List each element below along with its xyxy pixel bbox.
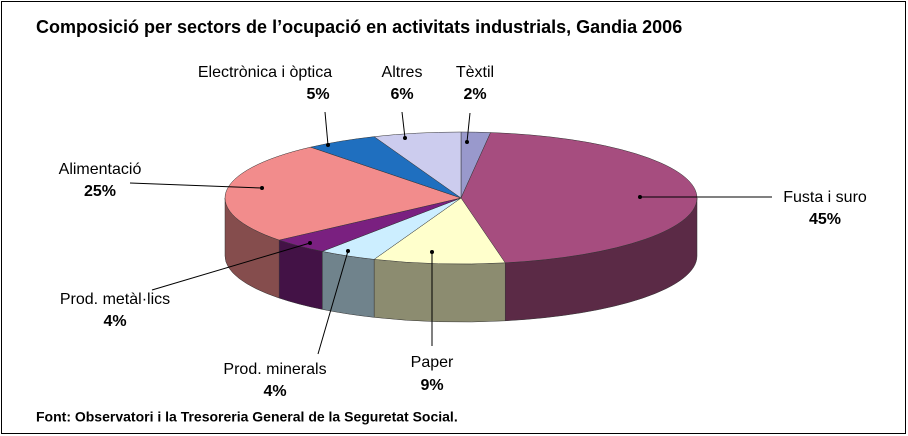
slice-value-label: 6% bbox=[390, 86, 413, 103]
slice-label: Alimentació bbox=[59, 161, 142, 178]
leader-dot bbox=[260, 186, 264, 190]
slice-label: Altres bbox=[382, 64, 423, 81]
slice-label: Tèxtil bbox=[456, 64, 494, 81]
slice-side bbox=[322, 251, 375, 318]
slice-label: Fusta i suro bbox=[783, 189, 867, 206]
slice bbox=[224, 146, 462, 241]
slice-value-label: 25% bbox=[84, 183, 116, 200]
slice-value-label: 4% bbox=[103, 313, 126, 330]
chart-title: Composició per sectors de l’ocupació en … bbox=[36, 17, 682, 37]
slice-value-label: 9% bbox=[420, 377, 443, 394]
leader-line bbox=[401, 111, 406, 139]
leader-dot bbox=[308, 241, 312, 245]
leader-line bbox=[466, 112, 471, 143]
leader-dot bbox=[638, 195, 642, 199]
slice-label: Paper bbox=[411, 354, 454, 371]
slice-value-label: 4% bbox=[263, 383, 286, 400]
leader-dot bbox=[403, 136, 407, 140]
leader-line bbox=[317, 250, 349, 355]
leader-dot bbox=[346, 249, 350, 253]
leader-dot bbox=[465, 140, 469, 144]
slice-label: Electrònica i òptica bbox=[198, 64, 332, 81]
leader-line bbox=[324, 111, 329, 146]
leader-line bbox=[129, 182, 263, 189]
slice-value-label: 5% bbox=[306, 86, 329, 103]
slice-value-label: 45% bbox=[809, 211, 841, 228]
slice-label: Prod. minerals bbox=[223, 361, 326, 378]
slice bbox=[373, 197, 506, 265]
slice-side bbox=[373, 259, 506, 323]
slice-value-label: 2% bbox=[463, 86, 486, 103]
slice-label: Prod. metàl·lics bbox=[60, 291, 170, 308]
leader-dot bbox=[430, 250, 434, 254]
slice bbox=[460, 132, 698, 264]
source: Font: Observatori i la Tresoreria Genera… bbox=[36, 409, 458, 425]
slice bbox=[373, 131, 462, 199]
leader-line bbox=[151, 242, 311, 291]
leader-dot bbox=[326, 143, 330, 147]
